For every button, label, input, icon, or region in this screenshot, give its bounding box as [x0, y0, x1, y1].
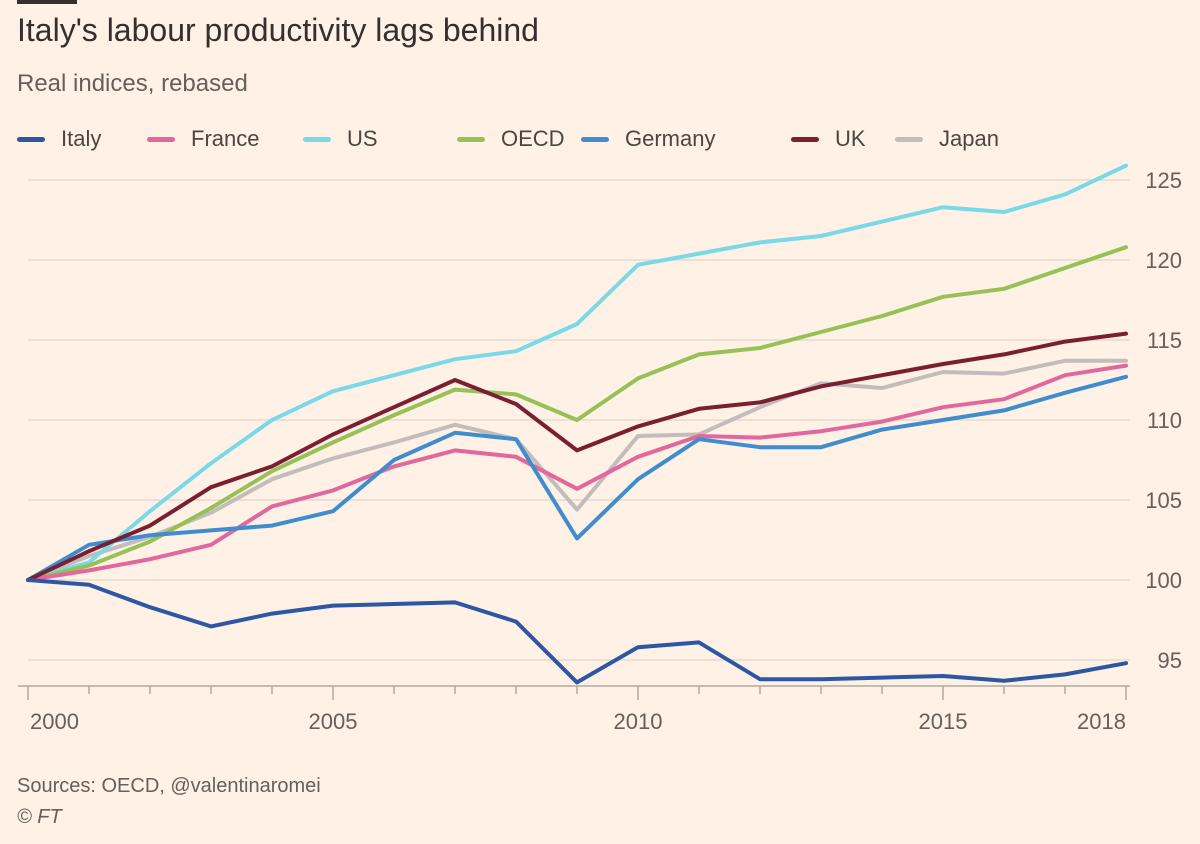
legend: Italy France US OECD Germany UK Japan	[17, 124, 1197, 154]
legend-item-japan: Japan	[895, 124, 999, 154]
y-tick-label-105: 105	[1145, 488, 1182, 513]
credit-note: © FT	[17, 806, 62, 828]
y-tick-label-125: 125	[1145, 168, 1182, 193]
legend-item-italy: Italy	[17, 124, 101, 154]
legend-swatch	[581, 136, 609, 142]
series-lines	[26, 163, 1128, 685]
y-tick-label-115: 115	[1147, 328, 1182, 353]
chart-title: Italy's labour productivity lags behind	[17, 12, 539, 48]
legend-label: Japan	[939, 126, 999, 151]
x-tick-label-2010: 2010	[614, 709, 663, 734]
series-line-germany	[26, 374, 1128, 582]
series-line-italy	[26, 578, 1128, 685]
legend-swatch	[895, 136, 923, 142]
source-note: Sources: OECD, @valentinaromei	[17, 775, 321, 797]
series-line-oecd	[26, 245, 1128, 582]
x-axis-labels: 2000 2005 2010 2015 2018	[30, 709, 1126, 734]
x-tick-label-2000: 2000	[30, 709, 79, 734]
legend-item-france: France	[147, 124, 259, 154]
legend-item-oecd: OECD	[457, 124, 565, 154]
legend-label: US	[347, 126, 378, 151]
y-tick-label-120: 120	[1145, 248, 1182, 273]
x-tick-label-2005: 2005	[309, 709, 358, 734]
x-tick-label-2015: 2015	[919, 709, 968, 734]
chart-subtitle: Real indices, rebased	[17, 70, 248, 97]
legend-swatch	[17, 136, 45, 142]
line-chart: 95 100 105 110 115 120 125 2000 2005 2010 2015 201…	[18, 163, 1182, 734]
x-axis	[18, 685, 1130, 700]
y-axis-labels: 95 100 105 110 115 120 125	[1145, 168, 1182, 673]
legend-swatch	[791, 136, 819, 142]
legend-label: Germany	[625, 126, 716, 151]
legend-item-us: US	[303, 124, 378, 154]
series-line-us	[26, 163, 1128, 582]
legend-swatch	[147, 136, 175, 142]
series-line-japan	[26, 358, 1128, 582]
legend-item-uk: UK	[791, 124, 866, 154]
legend-swatch	[457, 136, 485, 142]
legend-item-germany: Germany	[581, 124, 715, 154]
legend-swatch	[303, 136, 331, 142]
y-tick-label-100: 100	[1145, 568, 1182, 593]
top-rule	[17, 0, 77, 4]
x-tick-label-2018: 2018	[1077, 709, 1126, 734]
legend-label: UK	[835, 126, 866, 151]
series-line-uk	[26, 331, 1128, 582]
series-line-france	[26, 363, 1128, 582]
y-tick-label-95: 95	[1158, 648, 1182, 673]
legend-label: France	[191, 126, 260, 151]
legend-label: Italy	[61, 126, 102, 151]
legend-label: OECD	[501, 126, 565, 151]
y-tick-label-110: 110	[1147, 408, 1182, 433]
